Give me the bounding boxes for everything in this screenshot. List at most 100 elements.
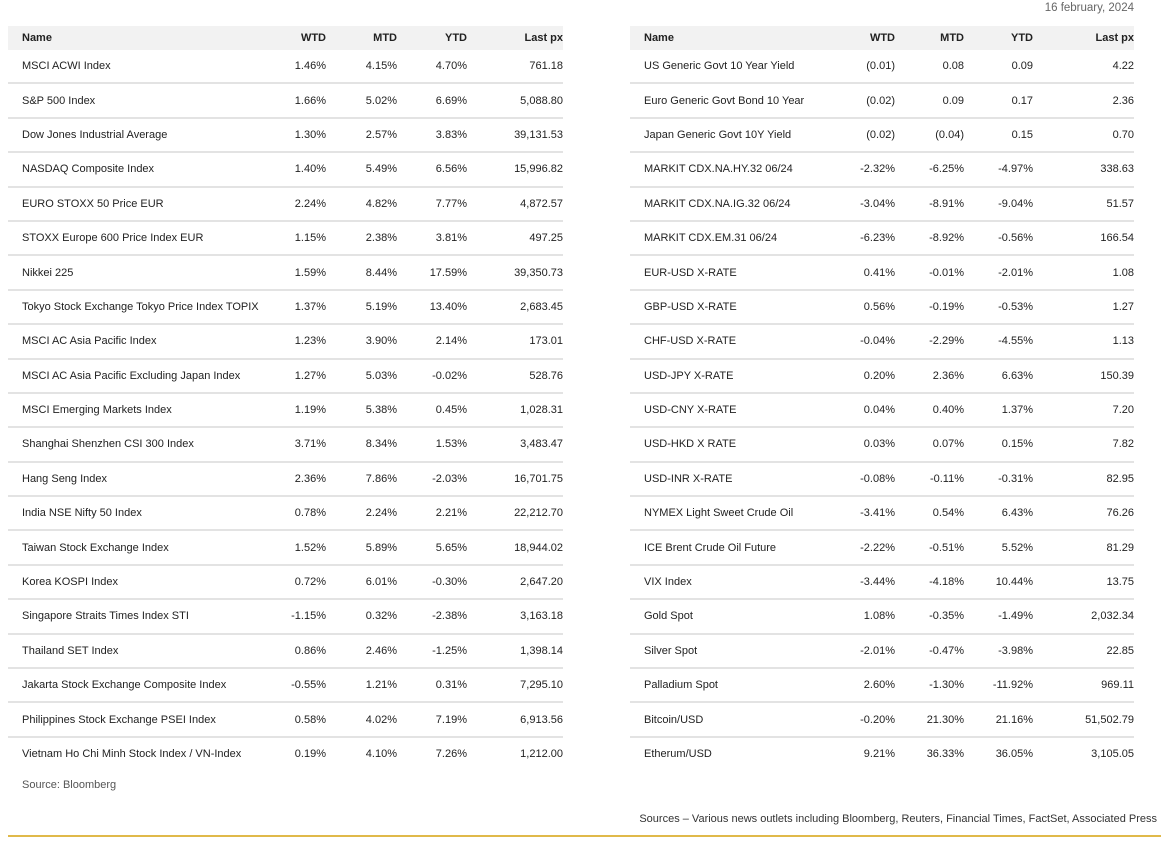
row-name-cell: Nikkei 225 xyxy=(8,255,270,291)
table-row: Dow Jones Industrial Average 1.30% 2.57% 3.… xyxy=(8,117,563,154)
row-wtd-cell: 0.86% xyxy=(270,633,327,670)
column-header-name: Name xyxy=(8,26,270,50)
row-mtd-cell: 8.44% xyxy=(327,255,397,291)
table-row: CHF-USD X-RATE -0.04% -2.29% -4.55% 1.13 xyxy=(630,324,1134,360)
table-row: Vietnam Ho Chi Minh Stock Index / VN-Ind… xyxy=(8,737,563,770)
sources-footer: Sources – Various news outlets including… xyxy=(639,813,1157,825)
row-wtd-cell: 1.23% xyxy=(270,324,327,360)
row-name-cell: MARKIT CDX.NA.HY.32 06/24 xyxy=(630,152,830,188)
row-name-cell: India NSE Nifty 50 Index xyxy=(8,496,270,532)
table-row: Tokyo Stock Exchange Tokyo Price Index T… xyxy=(8,289,563,326)
row-name-cell: Taiwan Stock Exchange Index xyxy=(8,530,270,566)
table-row: Gold Spot 1.08% -0.35% -1.49% 2,032.34 xyxy=(630,599,1134,635)
row-name-cell: USD-JPY X-RATE xyxy=(630,358,830,394)
equity-indices-body: MSCI ACWI Index 1.46% 4.15% 4.70% 761.18 S&P … xyxy=(8,50,563,770)
row-ytd-cell: 0.17 xyxy=(964,83,1033,119)
row-wtd-cell: 1.30% xyxy=(270,117,327,154)
table-row: ICE Brent Crude Oil Future -2.22% -0.51% 5.… xyxy=(630,530,1134,566)
row-wtd-cell: 1.46% xyxy=(270,50,327,85)
row-name-cell: MSCI AC Asia Pacific Excluding Japan Ind… xyxy=(8,358,270,394)
row-last-px-cell: 338.63 xyxy=(1033,152,1134,188)
table-row: MSCI AC Asia Pacific Excluding Japan Ind… xyxy=(8,358,563,394)
row-wtd-cell: (0.02) xyxy=(830,83,895,119)
row-ytd-cell: -0.31% xyxy=(964,461,1033,498)
row-ytd-cell: -3.98% xyxy=(964,633,1033,670)
row-last-px-cell: 528.76 xyxy=(467,358,563,394)
row-wtd-cell: 2.36% xyxy=(270,461,327,498)
row-name-cell: Bitcoin/USD xyxy=(630,702,830,738)
row-ytd-cell: 0.15 xyxy=(964,117,1033,154)
row-ytd-cell: 2.21% xyxy=(397,496,467,532)
row-ytd-cell: 7.19% xyxy=(397,702,467,738)
row-mtd-cell: -4.18% xyxy=(895,564,964,601)
row-name-cell: USD-INR X-RATE xyxy=(630,461,830,498)
table-row: Nikkei 225 1.59% 8.44% 17.59% 39,350.73 xyxy=(8,255,563,291)
row-last-px-cell: 15,996.82 xyxy=(467,152,563,188)
row-mtd-cell: -1.30% xyxy=(895,668,964,704)
row-ytd-cell: 0.45% xyxy=(397,392,467,429)
row-name-cell: Philippines Stock Exchange PSEI Index xyxy=(8,702,270,738)
row-name-cell: S&P 500 Index xyxy=(8,83,270,119)
row-mtd-cell: 2.36% xyxy=(895,358,964,394)
row-last-px-cell: 166.54 xyxy=(1033,220,1134,257)
row-name-cell: Korea KOSPI Index xyxy=(8,564,270,601)
row-mtd-cell: 4.15% xyxy=(327,50,397,85)
row-mtd-cell: (0.04) xyxy=(895,117,964,154)
row-ytd-cell: 21.16% xyxy=(964,702,1033,738)
row-wtd-cell: (0.02) xyxy=(830,117,895,154)
table-row: GBP-USD X-RATE 0.56% -0.19% -0.53% 1.27 xyxy=(630,289,1134,326)
row-wtd-cell: -0.04% xyxy=(830,324,895,360)
table-row: MARKIT CDX.EM.31 06/24 -6.23% -8.92% -0.56%… xyxy=(630,220,1134,257)
row-wtd-cell: (0.01) xyxy=(830,50,895,85)
row-mtd-cell: 21.30% xyxy=(895,702,964,738)
table-row: US Generic Govt 10 Year Yield (0.01) 0.08 0… xyxy=(630,50,1134,85)
row-name-cell: Jakarta Stock Exchange Composite Index xyxy=(8,668,270,704)
row-last-px-cell: 3,483.47 xyxy=(467,427,563,463)
table-row: EUR-USD X-RATE 0.41% -0.01% -2.01% 1.08 xyxy=(630,255,1134,291)
table-row: Hang Seng Index 2.36% 7.86% -2.03% 16,701.75 xyxy=(8,461,563,498)
row-last-px-cell: 150.39 xyxy=(1033,358,1134,394)
table-row: Silver Spot -2.01% -0.47% -3.98% 22.85 xyxy=(630,633,1134,670)
rates-fx-commodities-body: US Generic Govt 10 Year Yield (0.01) 0.08 0… xyxy=(630,50,1134,770)
row-last-px-cell: 39,131.53 xyxy=(467,117,563,154)
row-last-px-cell: 1,028.31 xyxy=(467,392,563,429)
row-mtd-cell: 3.90% xyxy=(327,324,397,360)
row-last-px-cell: 1.27 xyxy=(1033,289,1134,326)
row-mtd-cell: 7.86% xyxy=(327,461,397,498)
report-date: 16 february, 2024 xyxy=(1044,2,1134,14)
row-mtd-cell: 8.34% xyxy=(327,427,397,463)
table-row: Shanghai Shenzhen CSI 300 Index 3.71% 8.34… xyxy=(8,427,563,463)
row-ytd-cell: 3.81% xyxy=(397,220,467,257)
row-mtd-cell: -6.25% xyxy=(895,152,964,188)
row-last-px-cell: 3,105.05 xyxy=(1091,748,1134,760)
row-ytd-cell: -0.02% xyxy=(397,358,467,394)
row-last-px-cell: 4.22 xyxy=(1033,50,1134,85)
row-wtd-cell: -3.44% xyxy=(830,564,895,601)
row-wtd-cell: 1.52% xyxy=(270,530,327,566)
row-wtd-cell: -1.15% xyxy=(270,599,327,635)
row-name-cell: VIX Index xyxy=(630,564,830,601)
row-last-px-cell: 22,212.70 xyxy=(467,496,563,532)
row-mtd-cell: 5.02% xyxy=(327,83,397,119)
column-header-last-px: Last px xyxy=(467,26,563,50)
table-row: Korea KOSPI Index 0.72% 6.01% -0.30% 2,647.2… xyxy=(8,564,563,601)
row-ytd-cell: 2.14% xyxy=(397,324,467,360)
row-wtd-cell: 1.15% xyxy=(270,220,327,257)
row-wtd-cell: 0.41% xyxy=(830,255,895,291)
row-ytd-cell: 5.52% xyxy=(964,530,1033,566)
row-name-cell: NYMEX Light Sweet Crude Oil xyxy=(630,496,830,532)
row-name-cell: Gold Spot xyxy=(630,599,830,635)
row-last-px-cell: 1.13 xyxy=(1033,324,1134,360)
row-last-px-cell: 76.26 xyxy=(1033,496,1134,532)
row-ytd-cell: -2.38% xyxy=(397,599,467,635)
row-wtd-cell: -3.41% xyxy=(830,496,895,532)
row-last-px-cell: 5,088.80 xyxy=(467,83,563,119)
row-ytd-cell: 10.44% xyxy=(964,564,1033,601)
row-ytd-cell: 3.83% xyxy=(397,117,467,154)
row-wtd-cell: -3.04% xyxy=(830,186,895,222)
row-last-px-cell: 1,212.00 xyxy=(520,748,563,760)
row-ytd-cell: 7.77% xyxy=(397,186,467,222)
column-header-mtd: MTD xyxy=(327,26,397,50)
row-mtd-cell: 6.01% xyxy=(327,564,397,601)
row-mtd-cell: 5.03% xyxy=(327,358,397,394)
